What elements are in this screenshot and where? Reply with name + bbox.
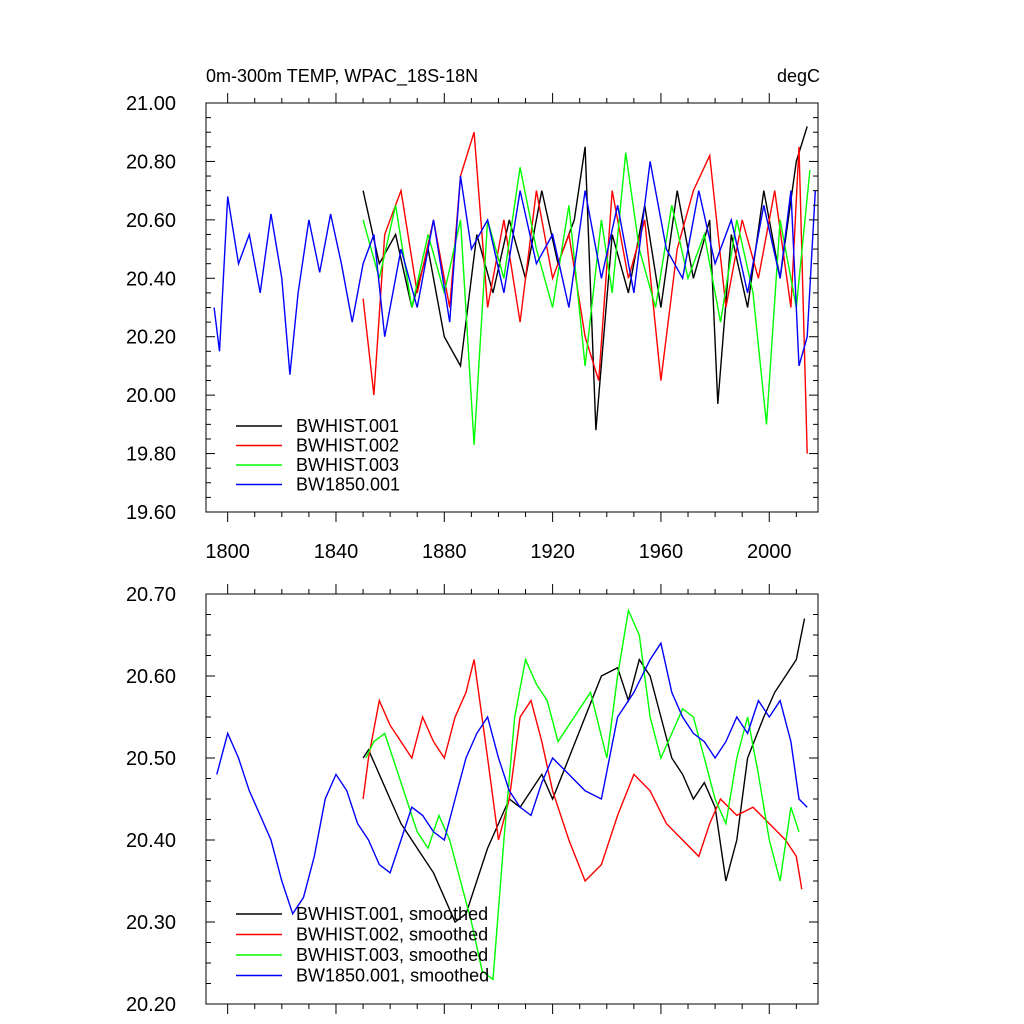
legend-label: BWHIST.001, smoothed: [296, 904, 488, 924]
y-tick-label: 20.60: [126, 210, 176, 232]
legend-label: BWHIST.003: [296, 455, 399, 475]
y-tick-label: 20.40: [126, 830, 176, 852]
y-tick-label: 19.80: [126, 444, 176, 466]
y-tick-label: 20.60: [126, 666, 176, 688]
x-tick-label: 1800: [205, 541, 250, 563]
x-tick-label: 2000: [747, 541, 792, 563]
legend-label: BW1850.001, smoothed: [296, 966, 489, 986]
y-tick-label: 21.00: [126, 93, 176, 115]
series-line-1: [362, 618, 806, 924]
y-tick-label: 20.80: [126, 151, 176, 173]
panel-title: 0m-300m TEMP, WPAC_18S-18N: [206, 66, 478, 87]
top-panel: 0m-300m TEMP, WPAC_18S-18N degC 19.6019.…: [126, 66, 820, 563]
bottom-panel: 20.20 20.30 20.40 20.50 20.60 20.70 BWHIST.00…: [126, 584, 819, 1016]
y-tick-label: 19.60: [126, 502, 176, 524]
series-line-4: [216, 641, 808, 916]
legend-label: BWHIST.002, smoothed: [296, 925, 488, 945]
legend-label: BW1850.001: [296, 475, 400, 495]
x-tick-label: 1920: [530, 541, 575, 563]
x-tick-label: 1960: [639, 541, 684, 563]
series-line-2: [362, 659, 803, 890]
top-series-group: [213, 126, 816, 454]
top-axes: 19.60 19.80 20.00 20.20 20.40 20.60 20.80 21.00…: [126, 93, 819, 563]
y-tick-label: 20.70: [126, 584, 176, 606]
x-tick-label: 1840: [314, 541, 359, 563]
y-tick-label: 20.40: [126, 268, 176, 290]
series-line-2: [362, 131, 808, 454]
y-tick-label: 20.30: [126, 912, 176, 934]
units-label: degC: [777, 66, 820, 86]
series-line-4: [213, 161, 816, 375]
y-tick-label: 20.20: [126, 994, 176, 1016]
legend-label: BWHIST.001: [296, 416, 399, 436]
y-tick-label: 20.00: [126, 385, 176, 407]
series-line-1: [362, 126, 808, 431]
series-line-3: [362, 152, 811, 445]
legend-label: BWHIST.002: [296, 436, 399, 456]
bottom-axes: 20.20 20.30 20.40 20.50 20.60 20.70: [126, 584, 819, 1016]
x-tick-label: 1880: [422, 541, 467, 563]
y-tick-label: 20.50: [126, 748, 176, 770]
bottom-series-group: [216, 607, 808, 981]
legend-label: BWHIST.003, smoothed: [296, 945, 488, 965]
y-tick-label: 20.20: [126, 327, 176, 349]
